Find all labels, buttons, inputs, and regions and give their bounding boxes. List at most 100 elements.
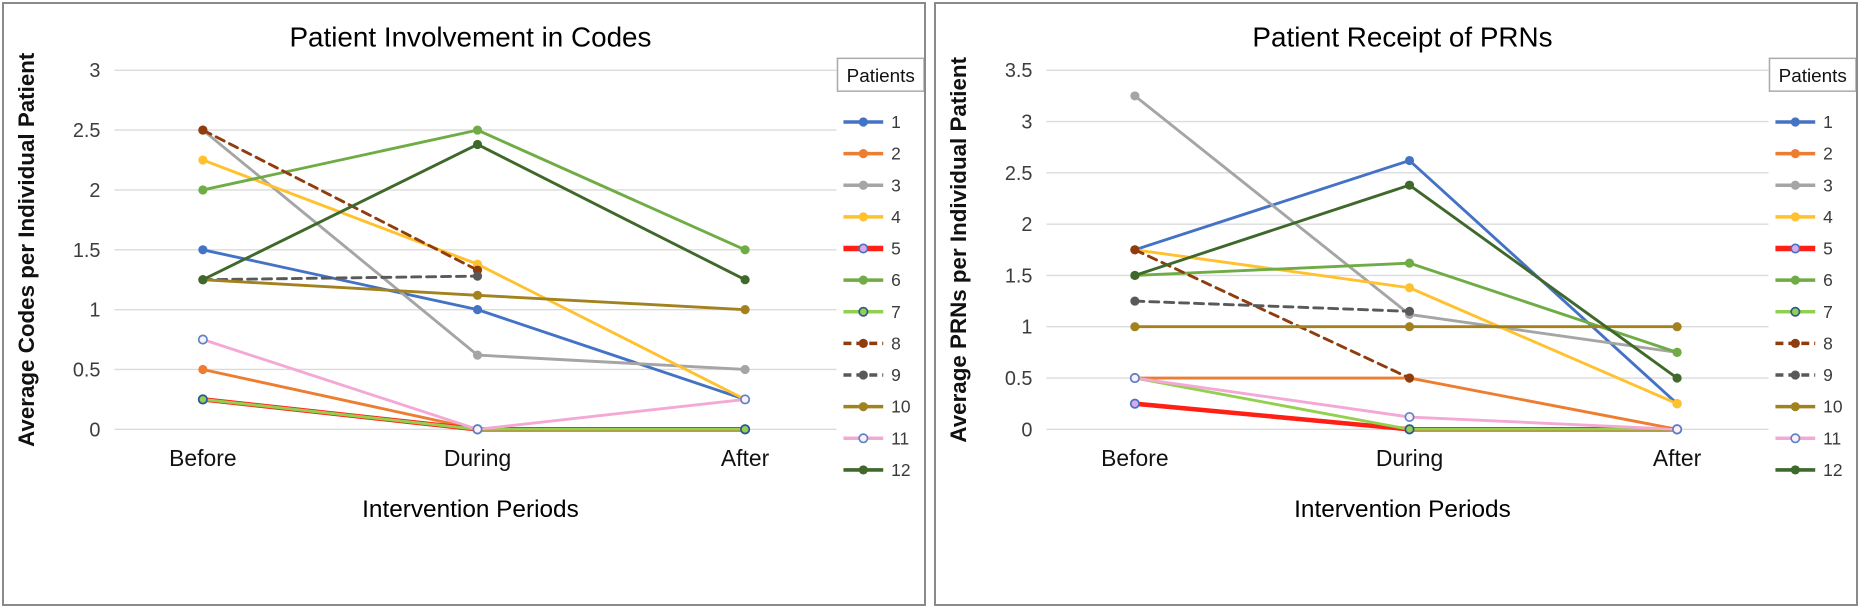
- legend-label-1: 1: [891, 112, 901, 132]
- legend-label-12: 12: [891, 460, 910, 480]
- legend-label-7: 7: [1823, 302, 1833, 322]
- series-marker-9: [472, 271, 483, 281]
- series-marker-12: [1404, 180, 1415, 190]
- chart-title: Patient Receipt of PRNs: [1252, 21, 1552, 52]
- series-marker-10: [1672, 322, 1682, 332]
- x-category-label: After: [1653, 445, 1702, 471]
- series-marker-6: [1404, 258, 1415, 268]
- y-tick-label: 3.5: [1005, 60, 1033, 82]
- series-marker-6: [472, 125, 483, 135]
- legend-marker-8: [858, 338, 868, 348]
- y-tick-label: 1.5: [73, 240, 101, 262]
- x-category-label: Before: [1101, 445, 1168, 471]
- series-marker-10: [472, 290, 483, 300]
- legend-marker-9: [1790, 370, 1800, 380]
- legend-marker-12: [858, 465, 868, 475]
- y-tick-label: 0: [1021, 419, 1032, 441]
- legend-marker-1: [858, 117, 868, 127]
- legend-label-2: 2: [1823, 144, 1833, 164]
- y-tick-label: 2.5: [73, 120, 101, 142]
- legend-marker-9: [858, 370, 868, 380]
- series-marker-12: [1130, 270, 1140, 281]
- series-marker-10: [1404, 322, 1415, 332]
- series-marker-4: [1672, 399, 1682, 409]
- series-line-9: [1133, 299, 1411, 313]
- y-tick-label: 2: [89, 180, 100, 202]
- legend-marker-4: [858, 212, 868, 222]
- legend-marker-6: [1790, 275, 1800, 285]
- series-marker-9: [1130, 296, 1140, 306]
- legend-title-box: [836, 57, 924, 92]
- legend-label-1: 1: [1823, 112, 1833, 132]
- series-line-7: [201, 397, 747, 431]
- x-axis-title: Intervention Periods: [362, 496, 579, 523]
- legend-label-2: 2: [891, 144, 901, 164]
- series-marker-9: [1404, 306, 1415, 316]
- series-marker-8: [1404, 373, 1415, 383]
- y-tick-label: 1: [1021, 317, 1032, 339]
- legend-marker-10: [1790, 402, 1800, 412]
- series-marker-12: [472, 139, 483, 150]
- y-tick-label: 3: [89, 60, 100, 82]
- legend-marker-7: [858, 306, 869, 317]
- legend-marker-10: [858, 402, 868, 412]
- legend-marker-6: [858, 275, 868, 285]
- series-marker-7: [1404, 424, 1415, 435]
- y-tick-label: 3: [1021, 112, 1032, 134]
- series-marker-4: [198, 155, 208, 165]
- series-marker-7: [740, 424, 751, 435]
- codes-chart: 0 0.5 1 1.5 2 2.5 3 Patient Involvement in Code…: [14, 21, 924, 523]
- legend-label-11: 11: [1823, 428, 1841, 448]
- series-line-11: [1133, 376, 1679, 431]
- legend-label-6: 6: [1823, 270, 1833, 290]
- series-line-8: [1133, 248, 1411, 380]
- y-tick-label: 2.5: [1005, 163, 1033, 185]
- prns-chart-panel: 0 0.5 1 1.5 2 2.5 3 3.5 Patient Receipt of PRNs A…: [934, 2, 1858, 606]
- legend-label-8: 8: [891, 333, 901, 353]
- legend-label-3: 3: [891, 175, 901, 195]
- legend-label-11: 11: [891, 428, 909, 448]
- legend-marker-3: [858, 180, 868, 190]
- series-marker-1: [472, 305, 483, 315]
- legend-marker-7: [1790, 306, 1801, 317]
- legend-label-10: 10: [891, 397, 910, 417]
- x-category-label: Before: [169, 445, 236, 471]
- chart-title: Patient Involvement in Codes: [289, 21, 651, 52]
- series-marker-5: [1129, 398, 1140, 409]
- series-marker-6: [198, 185, 208, 195]
- series-marker-10: [740, 305, 750, 315]
- legend-marker-8: [1790, 338, 1800, 348]
- series-marker-11: [1404, 411, 1415, 423]
- series-marker-11: [740, 394, 751, 405]
- series-marker-3: [740, 364, 750, 375]
- series-marker-8: [198, 125, 208, 135]
- series-marker-3: [1130, 91, 1140, 101]
- legend-marker-4: [1790, 212, 1800, 222]
- series-marker-10: [1130, 322, 1140, 332]
- legend-label-6: 6: [891, 270, 901, 290]
- x-category-label: After: [721, 445, 770, 471]
- series-marker-12: [740, 275, 750, 285]
- y-tick-label: 1.5: [1005, 265, 1033, 287]
- legend-label-3: 3: [1823, 175, 1833, 195]
- legend-marker-1: [1790, 117, 1800, 127]
- series-marker-2: [198, 364, 208, 375]
- series-marker-3: [472, 350, 483, 360]
- series-marker-4: [1404, 283, 1415, 293]
- series-line-6: [1133, 261, 1679, 354]
- legend-label-8: 8: [1823, 333, 1833, 353]
- legend-label-10: 10: [1823, 397, 1842, 417]
- series-marker-1: [198, 245, 208, 255]
- x-category-label: During: [1376, 445, 1443, 471]
- series-marker-6: [740, 245, 750, 255]
- legend-marker-2: [858, 149, 868, 159]
- series-marker-7: [197, 394, 208, 405]
- legend-label-4: 4: [1823, 207, 1833, 227]
- series-marker-6: [1672, 347, 1682, 357]
- legend-marker-5: [858, 243, 869, 254]
- legend-label-12: 12: [1823, 460, 1842, 480]
- legend-title: Patients: [847, 66, 915, 87]
- series-line-7: [1133, 376, 1679, 431]
- series-marker-12: [198, 275, 208, 285]
- legend-label-5: 5: [1823, 239, 1833, 259]
